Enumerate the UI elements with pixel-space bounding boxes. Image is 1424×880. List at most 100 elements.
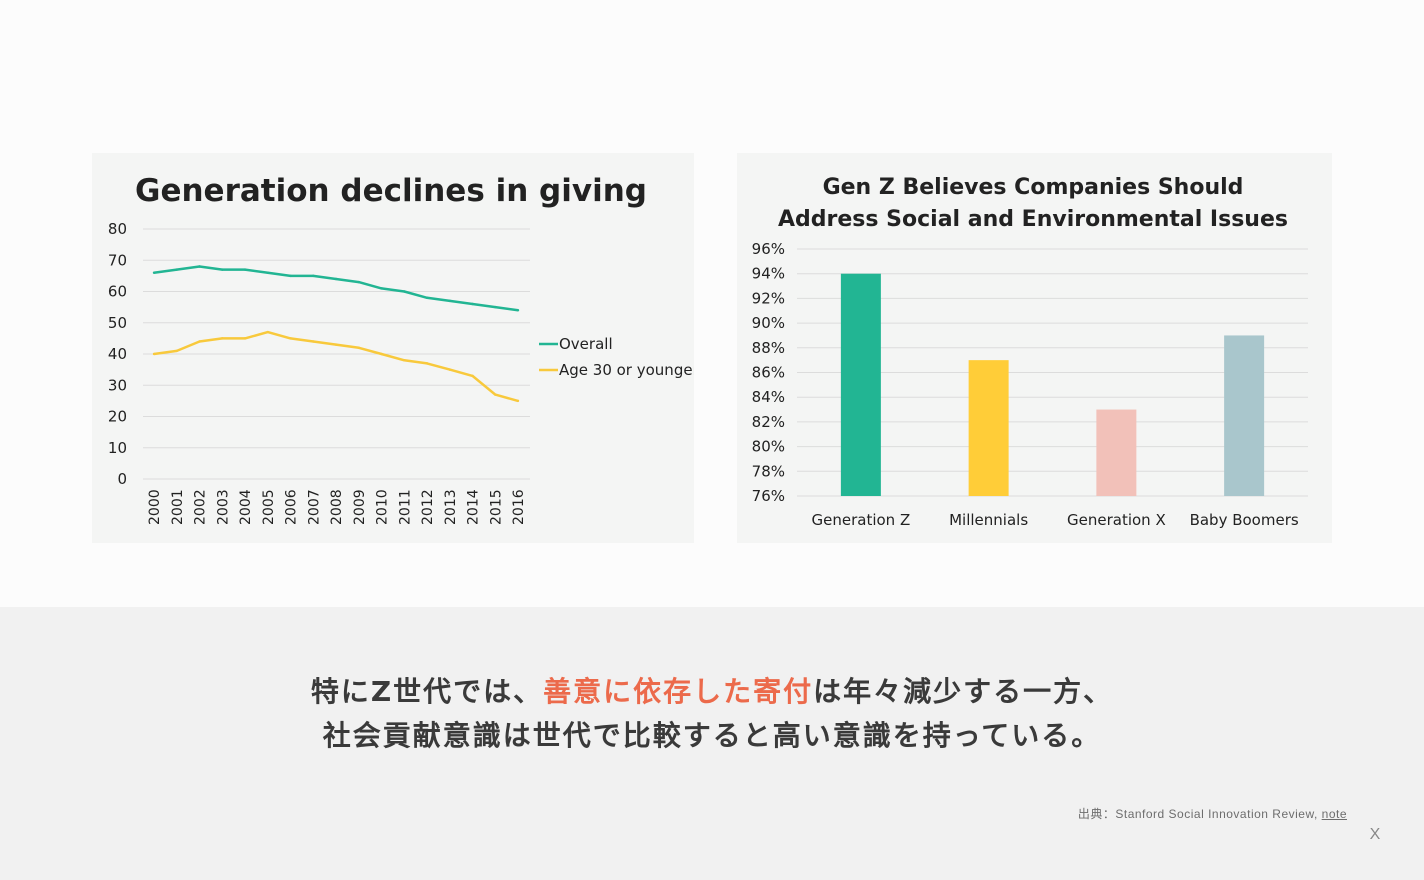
data-point (357, 346, 360, 349)
source-prefix: 出典：Stanford Social Innovation Review, (1077, 807, 1322, 821)
y-tick-label: 80 (108, 220, 127, 238)
x-tick-label: 2001 (170, 489, 186, 525)
x-tick-label: 2009 (352, 489, 368, 525)
caption-area (0, 607, 1424, 880)
data-point (334, 277, 338, 281)
data-point (198, 265, 201, 268)
x-tick-label: 2010 (375, 489, 391, 525)
data-point (403, 359, 406, 362)
y-tick-label: 10 (108, 439, 127, 457)
data-point (221, 268, 224, 271)
data-point (243, 337, 247, 340)
data-point (380, 287, 383, 290)
chart-title-line: Gen Z Believes Companies Should (823, 175, 1244, 200)
bar-baby-boomers (1224, 335, 1265, 496)
data-point (494, 393, 497, 396)
data-point (516, 399, 520, 403)
x-category-label: Baby Boomers (1190, 511, 1299, 529)
data-point (221, 337, 224, 340)
y-tick-label: 60 (108, 283, 127, 301)
data-point (243, 268, 247, 271)
caption-highlight: 善意に依存した寄付 (543, 675, 814, 708)
y-tick-label: 78% (752, 462, 785, 480)
data-point (471, 302, 474, 306)
x-category-label: Generation X (1067, 511, 1166, 529)
y-tick-label: 76% (752, 487, 785, 505)
y-tick-label: 40 (108, 345, 127, 363)
y-tick-label: 90% (752, 314, 785, 332)
x-tick-label: 2015 (488, 489, 504, 525)
chart-title: Generation declines in giving (135, 173, 647, 209)
data-point (403, 290, 406, 293)
y-tick-label: 50 (108, 314, 127, 332)
y-tick-label: 0 (117, 470, 127, 488)
data-point (175, 268, 178, 271)
legend-label: Age 30 or younger (559, 361, 694, 379)
data-point (198, 340, 201, 343)
y-tick-label: 92% (752, 289, 785, 307)
data-point (448, 368, 451, 371)
y-tick-label: 20 (108, 408, 127, 426)
y-tick-label: 84% (752, 388, 785, 406)
y-tick-label: 94% (752, 265, 785, 283)
y-tick-label: 82% (752, 413, 785, 431)
y-tick-label: 88% (752, 339, 785, 357)
social-issues-bar-chart-panel: Gen Z Believes Companies Should Address S… (737, 153, 1332, 543)
x-tick-label: 2006 (284, 489, 300, 525)
x-tick-label: 2007 (306, 489, 322, 525)
x-tick-label: 2004 (238, 489, 254, 525)
x-tick-label: 2008 (329, 489, 345, 525)
source-link[interactable]: note (1321, 807, 1347, 821)
caption-line-2: 社会貢献意識は世代で比較すると高い意識を持っている。 (322, 719, 1102, 752)
data-point (312, 274, 315, 278)
y-tick-label: 30 (108, 376, 127, 394)
x-tick-label: 2013 (443, 489, 459, 525)
giving-line-chart: Generation declines in giving 0 10 20 30 40 50… (108, 173, 694, 525)
y-tick-label: 96% (752, 240, 785, 258)
caption-line-1: 特にZ世代では、善意に依存した寄付は年々減少する一方、 (0, 670, 1424, 710)
caption-line-1-end: は年々減少する一方、 (813, 675, 1114, 708)
data-point (425, 362, 429, 365)
x-category-label: Generation Z (812, 511, 911, 529)
bar-generation-z (840, 273, 881, 496)
chart-title-line: Address Social and Environmental Issues (778, 207, 1288, 232)
data-point (334, 343, 338, 346)
close-icon[interactable]: X (1369, 826, 1381, 843)
series-line-age-30-or-younger (153, 330, 519, 403)
data-point (266, 271, 269, 274)
data-point (494, 305, 497, 309)
legend-label: Overall (559, 335, 613, 353)
caption-line-1-start: 特にZ世代では、 (310, 675, 544, 708)
x-tick-label: 2012 (420, 489, 436, 525)
series-line-overall (153, 265, 519, 312)
x-tick-label: 2005 (261, 489, 277, 525)
bar-millennials (968, 360, 1009, 496)
data-point (357, 280, 360, 284)
bar-generation-x (1096, 409, 1137, 496)
data-point (289, 337, 292, 340)
x-tick-label: 2000 (147, 489, 163, 525)
y-tick-label: 86% (752, 364, 785, 382)
y-tick-label: 80% (752, 438, 785, 456)
data-point (266, 330, 269, 334)
data-point (312, 340, 315, 343)
data-point (516, 309, 520, 312)
social-issues-bar-chart: Gen Z Believes Companies Should Address S… (752, 175, 1308, 529)
data-point (289, 274, 292, 278)
y-tick-label: 70 (108, 251, 127, 269)
source-citation: 出典：Stanford Social Innovation Review, no… (1078, 805, 1347, 822)
x-tick-label: 2014 (466, 489, 482, 525)
x-tick-label: 2011 (397, 489, 413, 525)
x-tick-label: 2016 (511, 489, 527, 525)
data-point (152, 352, 156, 356)
x-tick-label: 2002 (193, 489, 209, 525)
x-category-label: Millennials (949, 511, 1028, 529)
x-tick-label: 2003 (215, 489, 231, 525)
data-point (425, 296, 429, 299)
data-point (152, 271, 156, 274)
giving-line-chart-panel: Generation declines in giving 0 10 20 30 40 50… (92, 153, 694, 543)
data-point (471, 374, 474, 378)
data-point (380, 352, 383, 356)
data-point (175, 349, 178, 353)
data-point (448, 299, 451, 303)
